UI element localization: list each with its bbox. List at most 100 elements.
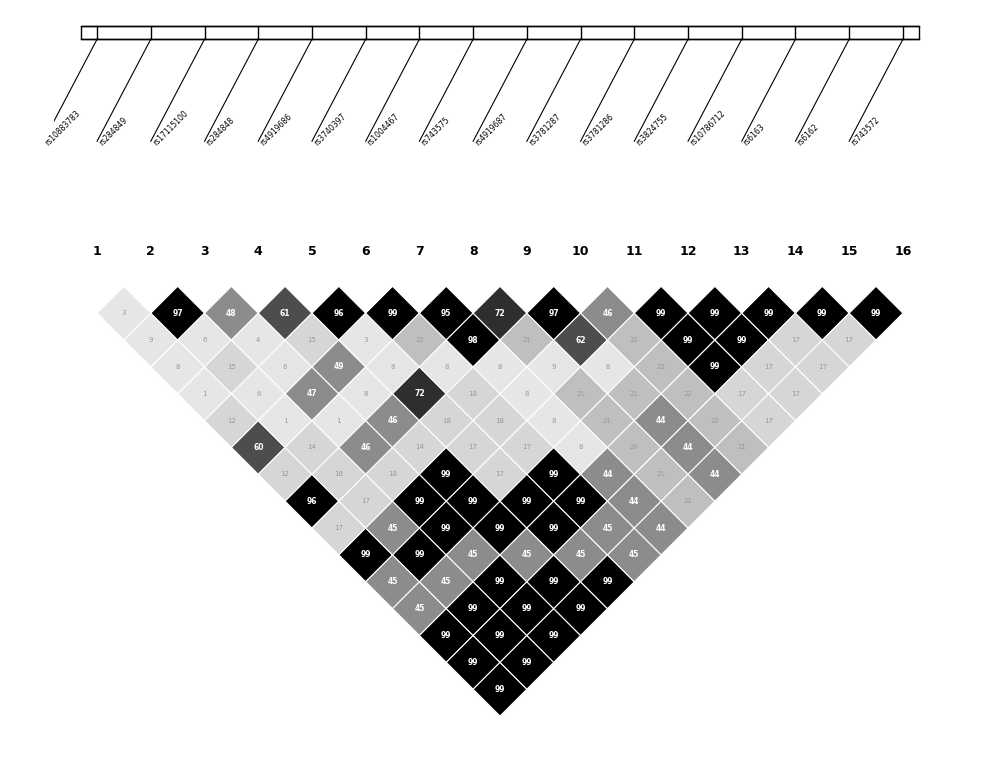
Text: 8: 8 [390, 364, 395, 370]
Text: 99: 99 [817, 309, 828, 318]
Text: rs6163: rs6163 [742, 123, 767, 148]
Text: 13: 13 [733, 245, 750, 258]
Text: 62: 62 [575, 336, 586, 345]
Polygon shape [527, 394, 581, 447]
Text: 14: 14 [308, 444, 316, 450]
Polygon shape [742, 286, 795, 340]
Text: 44: 44 [656, 523, 666, 532]
Text: 46: 46 [387, 416, 398, 425]
Text: 18: 18 [334, 471, 343, 477]
Text: 21: 21 [737, 444, 746, 450]
Polygon shape [607, 474, 661, 528]
Polygon shape [715, 421, 769, 474]
Polygon shape [446, 313, 500, 367]
Text: rs1004467: rs1004467 [366, 112, 401, 148]
Polygon shape [688, 394, 742, 447]
Text: 99: 99 [602, 578, 613, 586]
Text: 17: 17 [496, 471, 505, 477]
Text: 9: 9 [149, 337, 153, 343]
Text: 99: 99 [495, 523, 505, 532]
Polygon shape [473, 609, 527, 663]
Text: 99: 99 [495, 685, 505, 694]
Polygon shape [366, 555, 419, 609]
Polygon shape [795, 340, 849, 394]
Text: 46: 46 [602, 309, 613, 318]
Polygon shape [473, 340, 527, 394]
Polygon shape [742, 340, 795, 394]
Text: 47: 47 [307, 389, 317, 398]
Text: 17: 17 [737, 391, 746, 397]
Polygon shape [151, 340, 205, 394]
Text: 8: 8 [363, 391, 368, 397]
Polygon shape [634, 447, 688, 501]
Text: 99: 99 [495, 631, 505, 640]
Text: 49: 49 [334, 362, 344, 372]
Polygon shape [527, 555, 581, 609]
Text: 14: 14 [787, 245, 804, 258]
Text: 9: 9 [523, 245, 531, 258]
Text: 99: 99 [710, 309, 720, 318]
Text: 45: 45 [387, 578, 398, 586]
Text: 17: 17 [791, 337, 800, 343]
Text: 97: 97 [172, 309, 183, 318]
Polygon shape [312, 501, 366, 555]
Text: 44: 44 [629, 496, 640, 506]
Text: 17: 17 [764, 364, 773, 370]
Text: rs743575: rs743575 [419, 116, 452, 148]
Text: rs284848: rs284848 [205, 116, 236, 148]
Text: 17: 17 [764, 417, 773, 424]
Polygon shape [205, 394, 258, 447]
Polygon shape [258, 340, 312, 394]
Polygon shape [446, 528, 500, 581]
Polygon shape [500, 313, 554, 367]
Polygon shape [393, 367, 446, 421]
Polygon shape [661, 421, 715, 474]
Text: 45: 45 [441, 578, 451, 586]
Polygon shape [581, 286, 634, 340]
Polygon shape [258, 286, 312, 340]
Polygon shape [688, 340, 742, 394]
Polygon shape [419, 555, 473, 609]
Text: 4: 4 [256, 337, 260, 343]
Text: 21: 21 [630, 391, 639, 397]
Text: rs284849: rs284849 [97, 116, 129, 148]
Polygon shape [634, 501, 688, 555]
Polygon shape [285, 421, 339, 474]
Polygon shape [688, 286, 742, 340]
Text: rs3824755: rs3824755 [634, 112, 670, 148]
Text: 99: 99 [548, 631, 559, 640]
Text: 99: 99 [763, 309, 774, 318]
Polygon shape [500, 528, 554, 581]
Polygon shape [607, 367, 661, 421]
Text: 3: 3 [200, 245, 209, 258]
Text: 99: 99 [441, 470, 452, 479]
Polygon shape [607, 313, 661, 367]
Polygon shape [688, 447, 742, 501]
Text: 12: 12 [679, 245, 697, 258]
Text: 18: 18 [469, 391, 478, 397]
Text: 99: 99 [360, 551, 371, 559]
Polygon shape [527, 340, 581, 394]
Polygon shape [393, 421, 446, 474]
Polygon shape [554, 421, 607, 474]
Text: 60: 60 [253, 443, 264, 452]
Text: 1: 1 [283, 417, 287, 424]
Polygon shape [366, 340, 419, 394]
Text: 17: 17 [818, 364, 827, 370]
Text: rs4919686: rs4919686 [258, 112, 294, 148]
Text: 99: 99 [468, 496, 478, 506]
Text: 99: 99 [441, 523, 452, 532]
Polygon shape [446, 474, 500, 528]
Polygon shape [178, 313, 231, 367]
Polygon shape [312, 340, 366, 394]
Polygon shape [446, 367, 500, 421]
Text: 12: 12 [281, 471, 290, 477]
Polygon shape [661, 474, 715, 528]
Text: 45: 45 [468, 551, 478, 559]
Polygon shape [554, 367, 607, 421]
Text: 72: 72 [495, 309, 505, 318]
Polygon shape [393, 581, 446, 636]
Polygon shape [473, 663, 527, 716]
Polygon shape [393, 474, 446, 528]
Text: 14: 14 [415, 444, 424, 450]
